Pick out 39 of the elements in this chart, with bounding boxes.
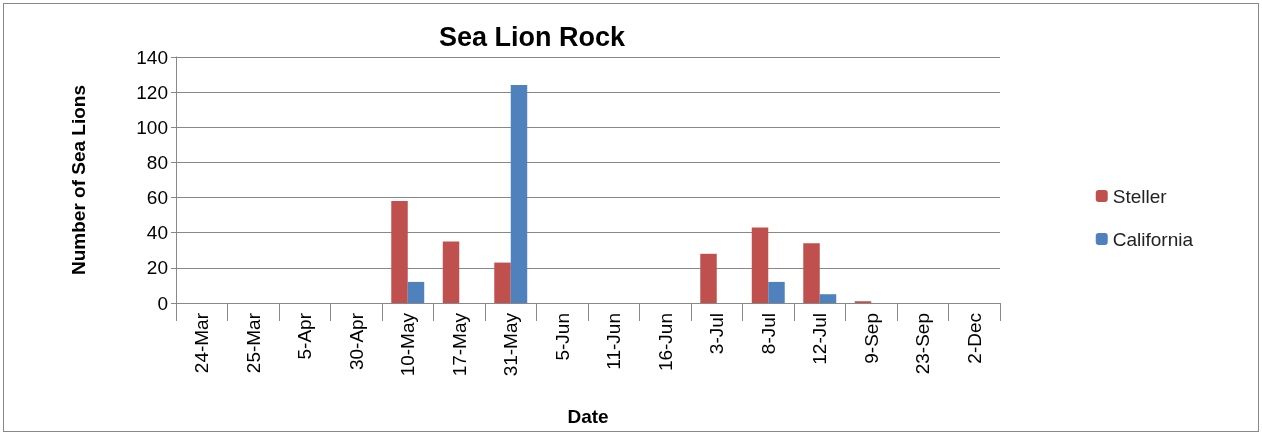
y-tick-label: 140 <box>136 46 168 68</box>
x-tick-label: 31-May <box>500 312 522 377</box>
y-tick-label: 0 <box>157 292 168 314</box>
x-tick-label: 11-Jun <box>603 313 625 370</box>
x-tick-label: 10-May <box>397 312 419 377</box>
x-tick-label: 12-Jul <box>809 313 831 365</box>
y-axis-title: Number of Sea Lions <box>68 84 89 276</box>
bar <box>751 227 769 303</box>
x-tick-label: 24-Mar <box>191 312 213 374</box>
bar <box>442 241 460 303</box>
bar <box>700 253 717 303</box>
y-tick-label: 100 <box>136 116 168 138</box>
bar <box>494 262 511 303</box>
x-axis-title: Date <box>567 406 609 427</box>
x-tick-label: 2-Dec <box>963 313 985 364</box>
x-tick-label: 5-Jun <box>551 313 573 361</box>
x-tick-label: 5-Apr <box>294 312 316 360</box>
y-tick-label: 80 <box>146 151 168 173</box>
x-tick-label: 17-May <box>448 312 470 377</box>
chart-title: Sea Lion Rock <box>439 21 627 52</box>
x-tick-label: 9-Sep <box>860 313 882 364</box>
y-tick-label: 60 <box>146 187 168 209</box>
bar <box>407 281 425 303</box>
bar <box>510 85 528 303</box>
x-tick-label: 8-Jul <box>757 313 779 355</box>
bar <box>803 243 820 303</box>
x-tick-label: 16-Jun <box>654 313 676 372</box>
bar <box>819 294 837 303</box>
y-tick-label: 40 <box>146 222 168 244</box>
legend-label: Steller <box>1112 185 1168 207</box>
x-tick-label: 3-Jul <box>706 313 728 355</box>
legend-label: California <box>1112 228 1194 250</box>
x-tick-label: 23-Sep <box>912 313 934 375</box>
bar <box>768 281 785 303</box>
x-tick-label: 30-Apr <box>345 312 367 371</box>
y-tick-label: 120 <box>136 81 168 103</box>
bar <box>391 201 408 303</box>
x-tick-label: 25-Mar <box>242 312 264 374</box>
y-tick-label: 20 <box>146 257 168 279</box>
